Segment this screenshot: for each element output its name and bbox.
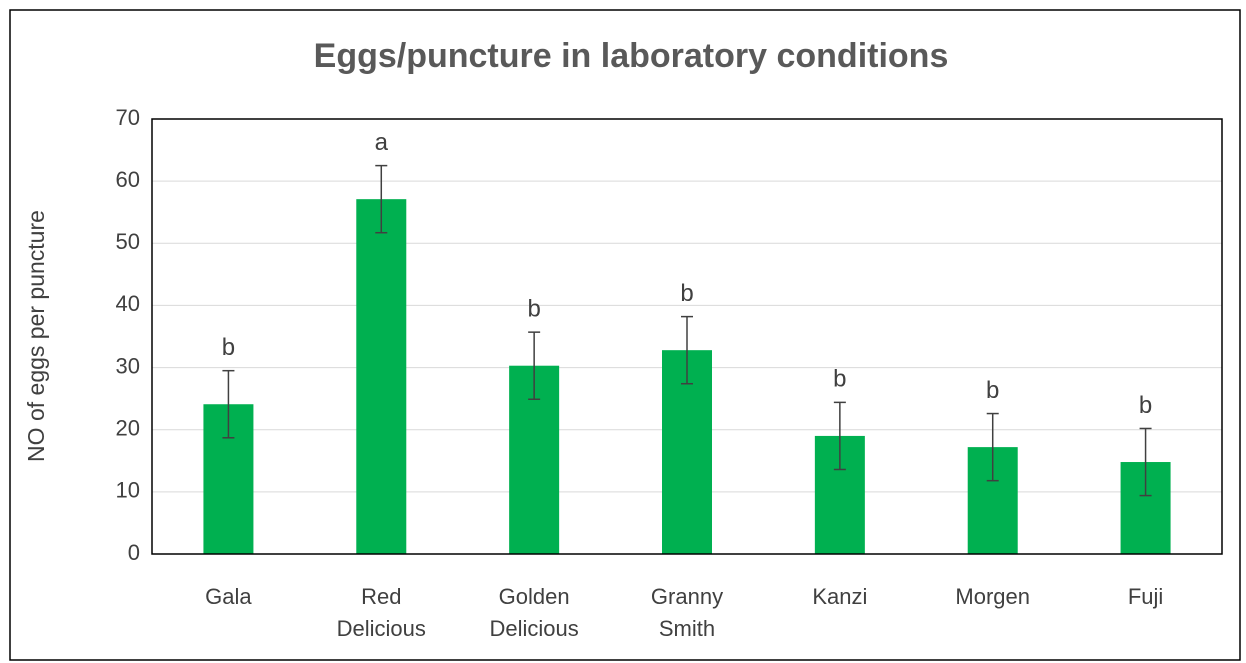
error-bar [833, 401, 846, 471]
y-tick-label: 0 [128, 540, 140, 565]
chart-title: Eggs/puncture in laboratory conditions [314, 37, 949, 75]
error-bar [681, 315, 693, 385]
x-tick-label: Golden Delicious [490, 584, 579, 641]
chart-border [9, 9, 1241, 661]
annotation: b [986, 377, 999, 404]
annotation: b [833, 366, 846, 393]
x-tick-label: Gala [205, 584, 252, 609]
annotation: a [375, 129, 389, 156]
x-tick-label: Red Delicious [337, 584, 426, 641]
y-tick-label: 50 [116, 229, 140, 254]
y-tick-label: 60 [116, 167, 140, 192]
x-tick-label: Granny Smith [651, 584, 723, 641]
error-bar [375, 164, 388, 234]
y-tick-label: 70 [116, 105, 140, 130]
bar [356, 199, 407, 554]
error-bar [986, 412, 999, 482]
annotation: b [527, 295, 540, 322]
y-tick-label: 30 [116, 353, 140, 378]
error-bar [528, 331, 541, 401]
annotation: b [222, 334, 235, 361]
x-tick-label: Kanzi [812, 584, 867, 609]
y-tick-label: 20 [116, 416, 140, 441]
y-tick-label: 40 [116, 291, 140, 316]
plot-frame [151, 118, 1223, 555]
annotation: b [680, 280, 693, 307]
y-tick-label: 10 [116, 478, 140, 503]
annotation: b [1139, 392, 1152, 419]
y-axis-label: NO of eggs per puncture [23, 210, 49, 462]
x-tick-label: Morgen [955, 584, 1030, 609]
error-bar [222, 369, 235, 439]
error-bar [1139, 427, 1152, 497]
x-tick-label: Fuji [1128, 584, 1163, 609]
